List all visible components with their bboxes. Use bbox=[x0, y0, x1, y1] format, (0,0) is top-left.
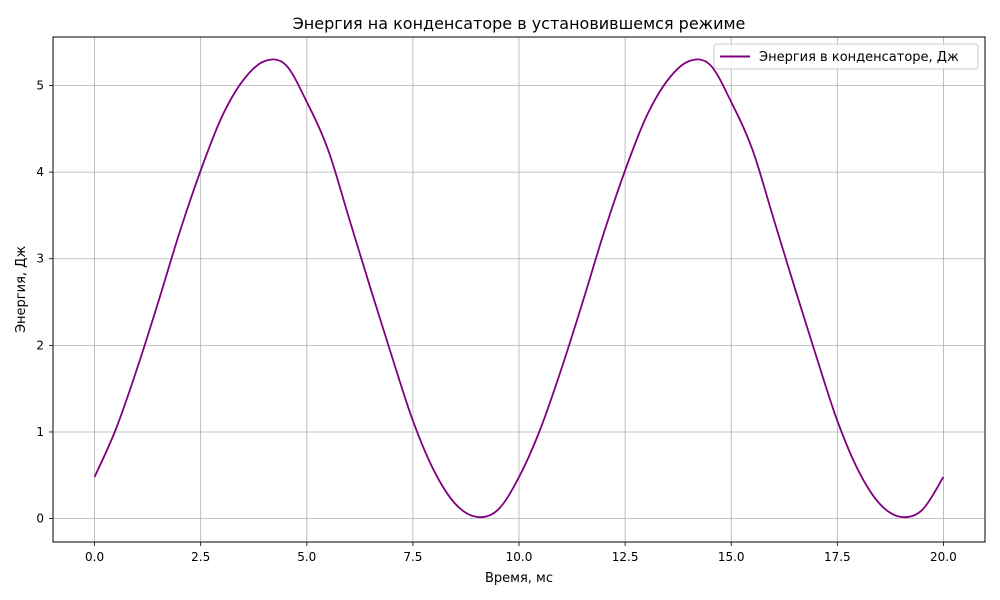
x-tick-label: 10.0 bbox=[506, 550, 533, 564]
y-tick-label: 0 bbox=[36, 512, 44, 526]
legend-box bbox=[713, 43, 979, 70]
x-tick-label: 15.0 bbox=[718, 550, 745, 564]
x-axis: 0.0 2.5 5.0 7.5 10.0 12.5 15.0 17.5 20.0 bbox=[85, 542, 957, 564]
x-tick-label: 17.5 bbox=[824, 550, 851, 564]
x-tick-label: 12.5 bbox=[612, 550, 639, 564]
x-tick-label: 2.5 bbox=[191, 550, 210, 564]
y-tick-label: 1 bbox=[36, 425, 44, 439]
y-axis: 0 1 2 3 4 5 bbox=[36, 79, 53, 526]
x-axis-label: Время, мс bbox=[485, 571, 553, 586]
x-tick-label: 7.5 bbox=[403, 550, 422, 564]
chart-title: Энергия на конденсаторе в установившемся… bbox=[293, 14, 746, 33]
y-tick-label: 2 bbox=[36, 338, 44, 352]
x-tick-label: 0.0 bbox=[85, 550, 104, 564]
legend: Энергия в конденсаторе, Дж bbox=[713, 43, 979, 70]
series-layer bbox=[93, 58, 945, 519]
y-tick-label: 5 bbox=[36, 79, 44, 93]
y-tick-label: 4 bbox=[36, 165, 44, 179]
x-tick-label: 5.0 bbox=[297, 550, 316, 564]
legend-label: Энергия в конденсаторе, Дж bbox=[759, 50, 959, 65]
x-tick-label: 20.0 bbox=[930, 550, 957, 564]
series-line bbox=[93, 58, 945, 519]
y-axis-label: Энергия, Дж bbox=[14, 246, 29, 333]
y-tick-label: 3 bbox=[36, 252, 44, 266]
grid bbox=[53, 37, 985, 542]
